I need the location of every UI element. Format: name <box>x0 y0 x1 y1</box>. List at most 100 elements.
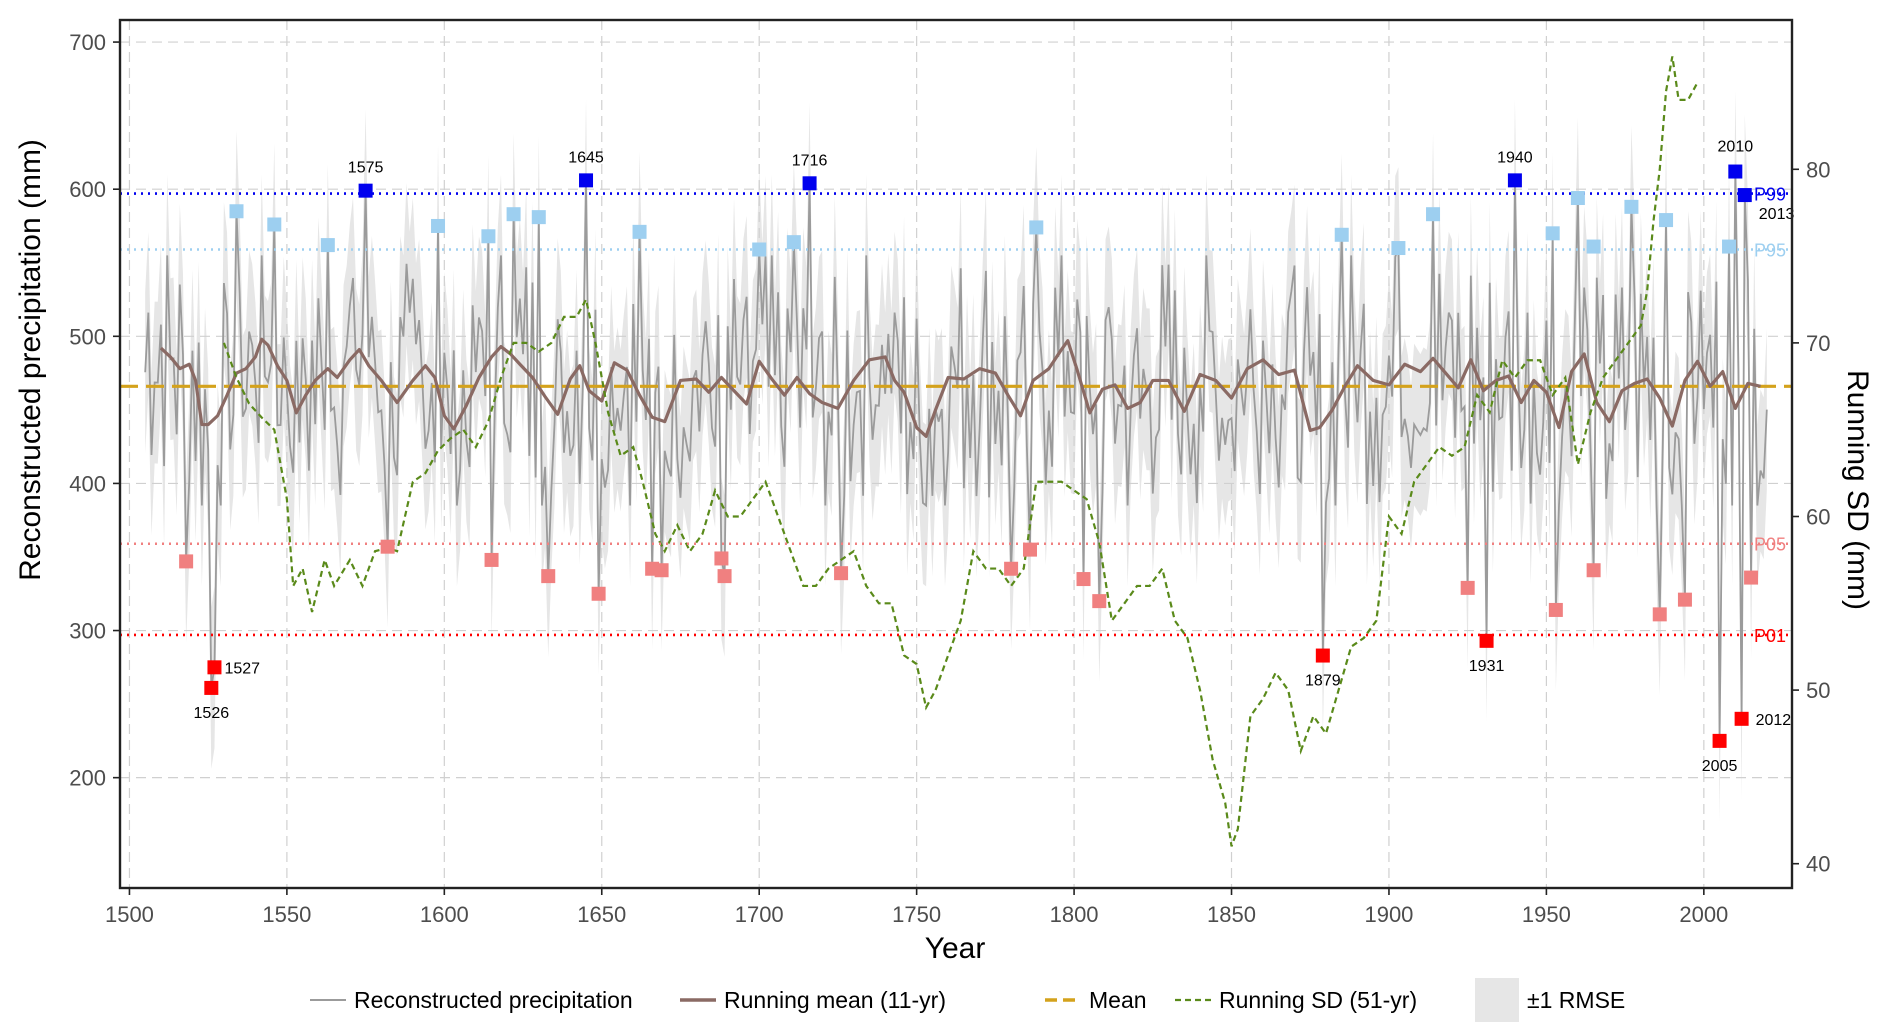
y-axis-title: Reconstructed precipitation (mm) <box>14 139 47 581</box>
plot-area: P99 P95 P05 P01 1575 1645 1716 1940 2010 2013 1526… <box>120 20 1794 888</box>
wet-extreme-label: 1716 <box>792 152 828 169</box>
threshold-label-p95: P95 <box>1754 241 1786 261</box>
legend-label: Running SD (51-yr) <box>1219 987 1417 1013</box>
x-tick-label: 1800 <box>1050 902 1099 927</box>
dry-extreme-marker <box>207 660 222 675</box>
y2-tick-label: 50 <box>1806 678 1830 703</box>
wet-moderate-marker <box>320 238 335 253</box>
wet-extreme-label: 1940 <box>1497 149 1533 166</box>
x-tick-label: 1950 <box>1522 902 1571 927</box>
legend: Reconstructed precipitation Running mean … <box>310 978 1625 1022</box>
wet-extreme-marker <box>1737 188 1752 203</box>
wet-moderate-marker <box>1545 226 1560 241</box>
dry-moderate-marker <box>717 569 732 584</box>
x-tick-label: 1850 <box>1207 902 1256 927</box>
wet-moderate-marker <box>1722 239 1737 254</box>
y-tick-label: 400 <box>69 471 106 496</box>
y-tick-label: 500 <box>69 324 106 349</box>
y-tick-label: 300 <box>69 619 106 644</box>
wet-extreme-label: 1645 <box>568 149 604 166</box>
threshold-label-p05: P05 <box>1754 535 1786 555</box>
dry-extreme-marker <box>1712 733 1727 748</box>
wet-extreme-label: 1575 <box>348 160 384 177</box>
wet-moderate-marker <box>786 235 801 250</box>
x-tick-label: 1700 <box>735 902 784 927</box>
wet-extreme-marker <box>579 173 594 188</box>
wet-extreme-label: 2010 <box>1718 139 1754 156</box>
y2-tick-label: 60 <box>1806 504 1830 529</box>
rmse-band <box>145 90 1767 822</box>
y-tick-label: 200 <box>69 766 106 791</box>
wet-extreme-marker <box>358 183 373 198</box>
dry-moderate-marker <box>654 563 669 578</box>
wet-moderate-marker <box>1624 199 1639 214</box>
dry-moderate-marker <box>484 552 499 567</box>
wet-extreme-marker <box>1507 173 1522 188</box>
running-sd-line <box>222 56 1699 847</box>
dry-extreme-label: 1527 <box>224 660 260 677</box>
wet-extreme-label: 2013 <box>1759 206 1795 223</box>
dry-moderate-marker <box>591 586 606 601</box>
dry-moderate-marker <box>834 566 849 581</box>
wet-moderate-marker <box>1426 207 1441 222</box>
dry-extreme-label: 1879 <box>1305 673 1341 690</box>
y2-tick-label: 40 <box>1806 852 1830 877</box>
y2-tick-label: 70 <box>1806 331 1830 356</box>
dry-moderate-marker <box>1022 542 1037 557</box>
x-tick-label: 1500 <box>105 902 154 927</box>
dry-extreme-marker <box>1479 633 1494 648</box>
wet-moderate-marker <box>752 242 767 257</box>
dry-extreme-marker <box>1315 648 1330 663</box>
x-tick-label: 1650 <box>577 902 626 927</box>
dry-moderate-marker <box>380 539 395 554</box>
wet-moderate-marker <box>267 217 282 232</box>
dry-moderate-marker <box>1460 580 1475 595</box>
x-tick-label: 1600 <box>420 902 469 927</box>
dry-moderate-marker <box>1744 570 1759 585</box>
x-tick-label: 1750 <box>892 902 941 927</box>
threshold-label-p99: P99 <box>1754 185 1786 205</box>
running-mean-line <box>159 337 1761 438</box>
wet-extreme-marker <box>802 176 817 191</box>
legend-label: Mean <box>1089 987 1147 1013</box>
wet-moderate-marker <box>1586 239 1601 254</box>
dry-moderate-marker <box>179 554 194 569</box>
dry-moderate-marker <box>1652 607 1667 622</box>
wet-moderate-marker <box>1570 191 1585 206</box>
dry-moderate-marker <box>1586 563 1601 578</box>
dry-moderate-marker <box>1548 602 1563 617</box>
wet-moderate-marker <box>431 218 446 233</box>
wet-moderate-marker <box>1334 227 1349 242</box>
legend-label: Reconstructed precipitation <box>354 987 633 1013</box>
wet-moderate-marker <box>506 207 521 222</box>
dry-moderate-marker <box>541 569 556 584</box>
y-tick-label: 600 <box>69 177 106 202</box>
axes: 1500 1550 1600 1650 1700 1750 1800 1850 1900 1950… <box>69 18 1830 927</box>
legend-label: Running mean (11-yr) <box>724 987 946 1013</box>
x-tick-label: 1550 <box>262 902 311 927</box>
legend-label: ±1 RMSE <box>1527 987 1625 1013</box>
wet-moderate-marker <box>229 204 244 219</box>
dry-extreme-label: 1526 <box>194 705 230 722</box>
dry-moderate-marker <box>1677 592 1692 607</box>
dry-extreme-marker <box>1734 711 1749 726</box>
dry-moderate-marker <box>1092 594 1107 609</box>
dry-moderate-marker <box>1076 572 1091 587</box>
x-axis-title: Year <box>925 932 986 965</box>
y-tick-label: 700 <box>69 30 106 55</box>
wet-moderate-marker <box>632 224 647 239</box>
plot-frame <box>118 18 1794 890</box>
wet-moderate-marker <box>531 210 546 225</box>
dry-extreme-label: 2005 <box>1702 758 1738 775</box>
y2-tick-label: 80 <box>1806 157 1830 182</box>
x-tick-label: 2000 <box>1679 902 1728 927</box>
x-tick-label: 1900 <box>1364 902 1413 927</box>
y2-axis-title: Running SD (mm) <box>1841 370 1874 610</box>
threshold-label-p01: P01 <box>1754 626 1786 646</box>
legend-key-rmse <box>1475 978 1519 1022</box>
dry-moderate-marker <box>714 551 729 566</box>
wet-moderate-marker <box>1391 241 1406 256</box>
wet-moderate-marker <box>481 229 496 244</box>
wet-extreme-marker <box>1728 164 1743 179</box>
